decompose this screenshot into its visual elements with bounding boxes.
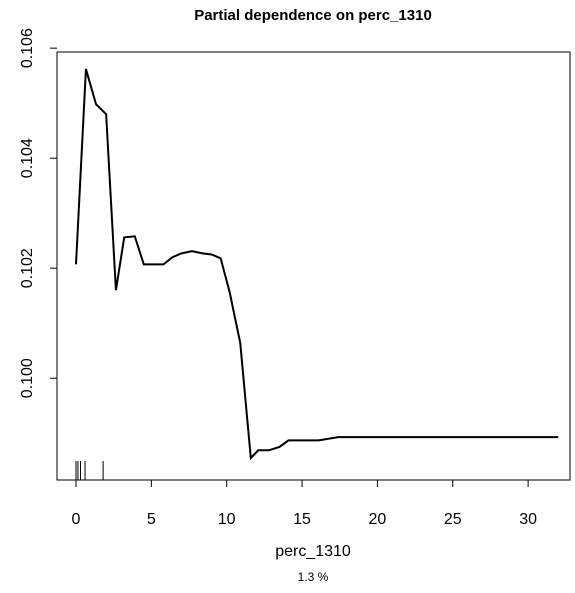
x-tick-label: 10 <box>218 511 236 528</box>
x-tick-label: 30 <box>519 511 537 528</box>
x-tick-label: 20 <box>369 511 387 528</box>
y-tick-label: 0.100 <box>19 358 36 398</box>
plot-box <box>56 51 571 481</box>
x-tick-label: 15 <box>293 511 311 528</box>
y-tick-label: 0.106 <box>19 28 36 68</box>
x-tick-label: 5 <box>147 511 156 528</box>
x-tick-label: 25 <box>444 511 462 528</box>
subtitle: 1.3 % <box>298 570 329 584</box>
x-tick-label: 0 <box>72 511 81 528</box>
y-tick-label: 0.102 <box>19 248 36 288</box>
chart-title: Partial dependence on perc_1310 <box>194 7 432 24</box>
y-tick-label: 0.104 <box>19 138 36 178</box>
line <box>74 68 559 461</box>
x-axis-label: perc_1310 <box>275 543 351 560</box>
